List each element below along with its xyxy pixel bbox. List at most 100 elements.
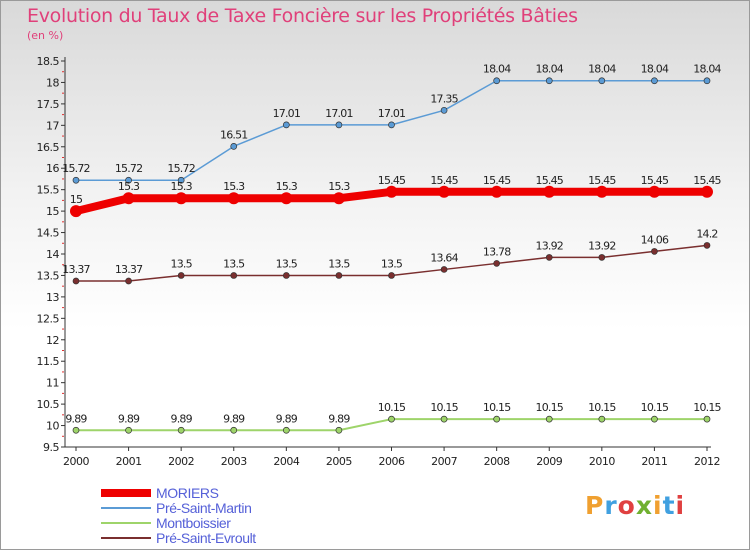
legend-label-pr-saint-martin: Pré-Saint-Martin xyxy=(156,499,252,516)
legend-item-pr-saint-evroult: Pré-Saint-Evroult xyxy=(101,530,256,546)
data-point-moriers xyxy=(595,185,608,198)
data-point-montboissier xyxy=(598,415,606,423)
data-point-pr-saint-martin xyxy=(545,77,553,85)
data-point-pr-saint-martin xyxy=(703,77,711,85)
data-point-montboissier xyxy=(230,426,238,434)
data-label-moriers: 15.3 xyxy=(171,180,193,193)
data-point-pr-saint-evroult xyxy=(651,248,658,255)
data-point-pr-saint-evroult xyxy=(703,242,711,249)
y-tick-label: 12 xyxy=(46,334,59,347)
data-label-montboissier: 9.89 xyxy=(328,412,350,425)
data-label-pr-saint-martin: 15.72 xyxy=(62,162,90,175)
legend-label-montboissier: Montboissier xyxy=(156,514,231,531)
data-point-moriers xyxy=(438,185,451,198)
x-tick-label: 2008 xyxy=(484,455,510,468)
logo-letter: r xyxy=(604,491,618,520)
data-label-montboissier: 10.15 xyxy=(430,401,458,414)
data-point-montboissier xyxy=(282,426,290,434)
data-point-moriers xyxy=(490,185,503,198)
y-tick-label: 18 xyxy=(46,76,59,89)
data-label-pr-saint-evroult: 13.5 xyxy=(223,257,245,270)
chart-title: Evolution du Taux de Taxe Foncière sur l… xyxy=(27,5,578,27)
data-label-pr-saint-evroult: 13.5 xyxy=(381,257,403,270)
data-label-montboissier: 9.89 xyxy=(276,412,298,425)
x-tick-label: 2010 xyxy=(589,455,615,468)
y-tick-label: 15.5 xyxy=(37,184,60,197)
y-tick-label: 16.5 xyxy=(37,141,60,154)
data-label-pr-saint-martin: 15.72 xyxy=(167,162,195,175)
legend-swatch-pr-saint-martin xyxy=(101,506,151,509)
data-point-pr-saint-martin xyxy=(440,106,448,114)
data-point-montboissier xyxy=(493,415,501,423)
data-label-pr-saint-martin: 15.72 xyxy=(115,162,143,175)
data-point-pr-saint-evroult xyxy=(335,272,343,279)
data-point-pr-saint-evroult xyxy=(72,277,80,285)
data-point-montboissier xyxy=(388,415,395,423)
data-label-pr-saint-martin: 18.04 xyxy=(536,63,564,76)
data-label-pr-saint-evroult: 13.78 xyxy=(483,245,511,258)
data-label-moriers: 15.3 xyxy=(328,180,350,193)
data-label-pr-saint-evroult: 13.5 xyxy=(276,257,298,270)
data-label-pr-saint-martin: 17.01 xyxy=(273,107,301,120)
data-label-pr-saint-martin: 17.01 xyxy=(325,107,353,120)
legend-swatch-pr-saint-evroult xyxy=(101,536,151,539)
data-point-pr-saint-evroult xyxy=(230,272,238,279)
data-label-moriers: 15.45 xyxy=(588,174,616,187)
data-label-montboissier: 10.15 xyxy=(378,401,406,414)
x-tick-label: 2012 xyxy=(694,455,720,468)
y-tick-label: 14.5 xyxy=(37,227,60,240)
data-label-pr-saint-evroult: 13.37 xyxy=(62,263,90,276)
logo-letter: i xyxy=(653,491,663,520)
x-tick-label: 2007 xyxy=(431,455,457,468)
x-tick-label: 2005 xyxy=(326,455,352,468)
data-label-pr-saint-evroult: 13.92 xyxy=(536,239,564,252)
data-label-montboissier: 10.15 xyxy=(588,401,616,414)
x-tick-label: 2006 xyxy=(379,455,405,468)
data-point-moriers xyxy=(122,192,135,205)
legend-swatch-montboissier xyxy=(101,521,151,524)
data-label-moriers: 15.3 xyxy=(276,180,298,193)
data-point-montboissier xyxy=(440,415,448,423)
x-tick-label: 2004 xyxy=(273,455,299,468)
y-tick-label: 15 xyxy=(46,205,59,218)
y-tick-label: 17 xyxy=(46,119,59,132)
data-point-pr-saint-evroult xyxy=(177,272,185,279)
data-point-pr-saint-evroult xyxy=(440,266,448,273)
y-tick-label: 11 xyxy=(46,377,59,390)
data-point-pr-saint-martin xyxy=(230,142,238,150)
data-label-pr-saint-evroult: 13.92 xyxy=(588,239,616,252)
chart-legend: MORIERS Pré-Saint-Martin Montboissier Pré-S… xyxy=(101,485,256,546)
data-point-pr-saint-martin xyxy=(388,121,395,129)
data-label-pr-saint-evroult: 13.64 xyxy=(430,251,458,264)
data-label-montboissier: 9.89 xyxy=(118,412,140,425)
data-label-moriers: 15.45 xyxy=(378,174,406,187)
data-label-montboissier: 10.15 xyxy=(483,401,511,414)
data-point-moriers xyxy=(227,192,240,205)
x-tick-label: 2002 xyxy=(168,455,194,468)
data-label-moriers: 15.45 xyxy=(430,174,458,187)
y-tick-label: 10.5 xyxy=(37,398,60,411)
legend-swatch-moriers xyxy=(101,488,151,497)
data-label-moriers: 15.45 xyxy=(641,174,669,187)
data-label-pr-saint-evroult: 13.37 xyxy=(115,263,143,276)
data-label-moriers: 15.45 xyxy=(536,174,564,187)
data-label-pr-saint-martin: 17.35 xyxy=(430,92,458,105)
data-point-pr-saint-evroult xyxy=(125,277,132,285)
data-label-pr-saint-martin: 16.51 xyxy=(220,128,248,141)
y-tick-label: 13.5 xyxy=(37,269,60,282)
data-point-moriers xyxy=(70,205,82,218)
data-point-pr-saint-martin xyxy=(125,176,132,184)
legend-item-montboissier: Montboissier xyxy=(101,514,256,531)
y-tick-label: 11.5 xyxy=(37,355,60,368)
data-point-moriers xyxy=(648,185,661,198)
data-point-pr-saint-martin xyxy=(177,176,185,184)
data-point-pr-saint-martin xyxy=(651,77,658,85)
data-point-pr-saint-evroult xyxy=(493,260,501,267)
y-tick-label: 13 xyxy=(46,291,59,304)
x-tick-label: 2000 xyxy=(63,455,89,468)
logo-letter: x xyxy=(635,491,653,520)
data-point-moriers xyxy=(543,185,556,198)
data-label-montboissier: 9.89 xyxy=(65,412,87,425)
data-point-pr-saint-martin xyxy=(72,176,80,184)
data-point-pr-saint-martin xyxy=(282,121,290,129)
